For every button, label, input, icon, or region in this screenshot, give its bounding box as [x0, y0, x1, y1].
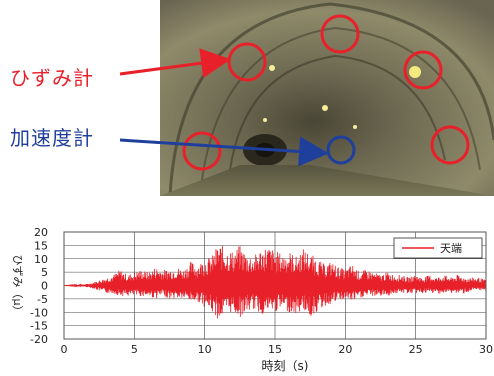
plot-frame: [63, 231, 487, 340]
strain-arrow: [119, 48, 231, 79]
x-tick-label: 20: [338, 343, 352, 356]
series-line: [63, 245, 487, 319]
strain-gauge-marker: [320, 14, 360, 54]
x-tick-label: 25: [409, 343, 423, 356]
x-axis-label: 時刻（s): [262, 359, 309, 373]
y-axis-label: ひずみ（μ）: [11, 255, 24, 317]
legend-label: 天端: [440, 242, 462, 255]
strain-gauge-label: ひずみ計: [10, 66, 94, 90]
x-tick-label: 0: [61, 343, 68, 356]
chart-legend: 天端: [393, 237, 483, 259]
accelerometer-label: 加速度計: [10, 126, 94, 150]
x-tick-labels: 0 5 10 15 20 25 30: [61, 343, 494, 356]
y-tick-label: 20: [34, 226, 48, 239]
y-tick-label: 5: [41, 266, 48, 279]
x-tick-label: 30: [479, 343, 493, 356]
y-tick-label: -15: [30, 320, 48, 333]
pointer-arrows: [119, 48, 329, 167]
x-tick-label: 5: [131, 343, 138, 356]
x-tick-label: 10: [198, 343, 212, 356]
strain-gauge-marker: [182, 131, 222, 171]
accel-arrow: [119, 136, 329, 167]
chart-series: [63, 245, 487, 319]
y-tick-label: 10: [34, 253, 48, 266]
x-tick-label: 15: [268, 343, 282, 356]
y-tick-label: -10: [30, 306, 48, 319]
y-tick-label: 0: [41, 280, 48, 293]
y-tick-label: 15: [34, 239, 48, 252]
y-tick-label: -5: [37, 293, 48, 306]
y-tick-label: -20: [30, 333, 48, 346]
strain-gauge-marker: [430, 125, 470, 165]
strain-gauge-marker: [403, 50, 443, 90]
